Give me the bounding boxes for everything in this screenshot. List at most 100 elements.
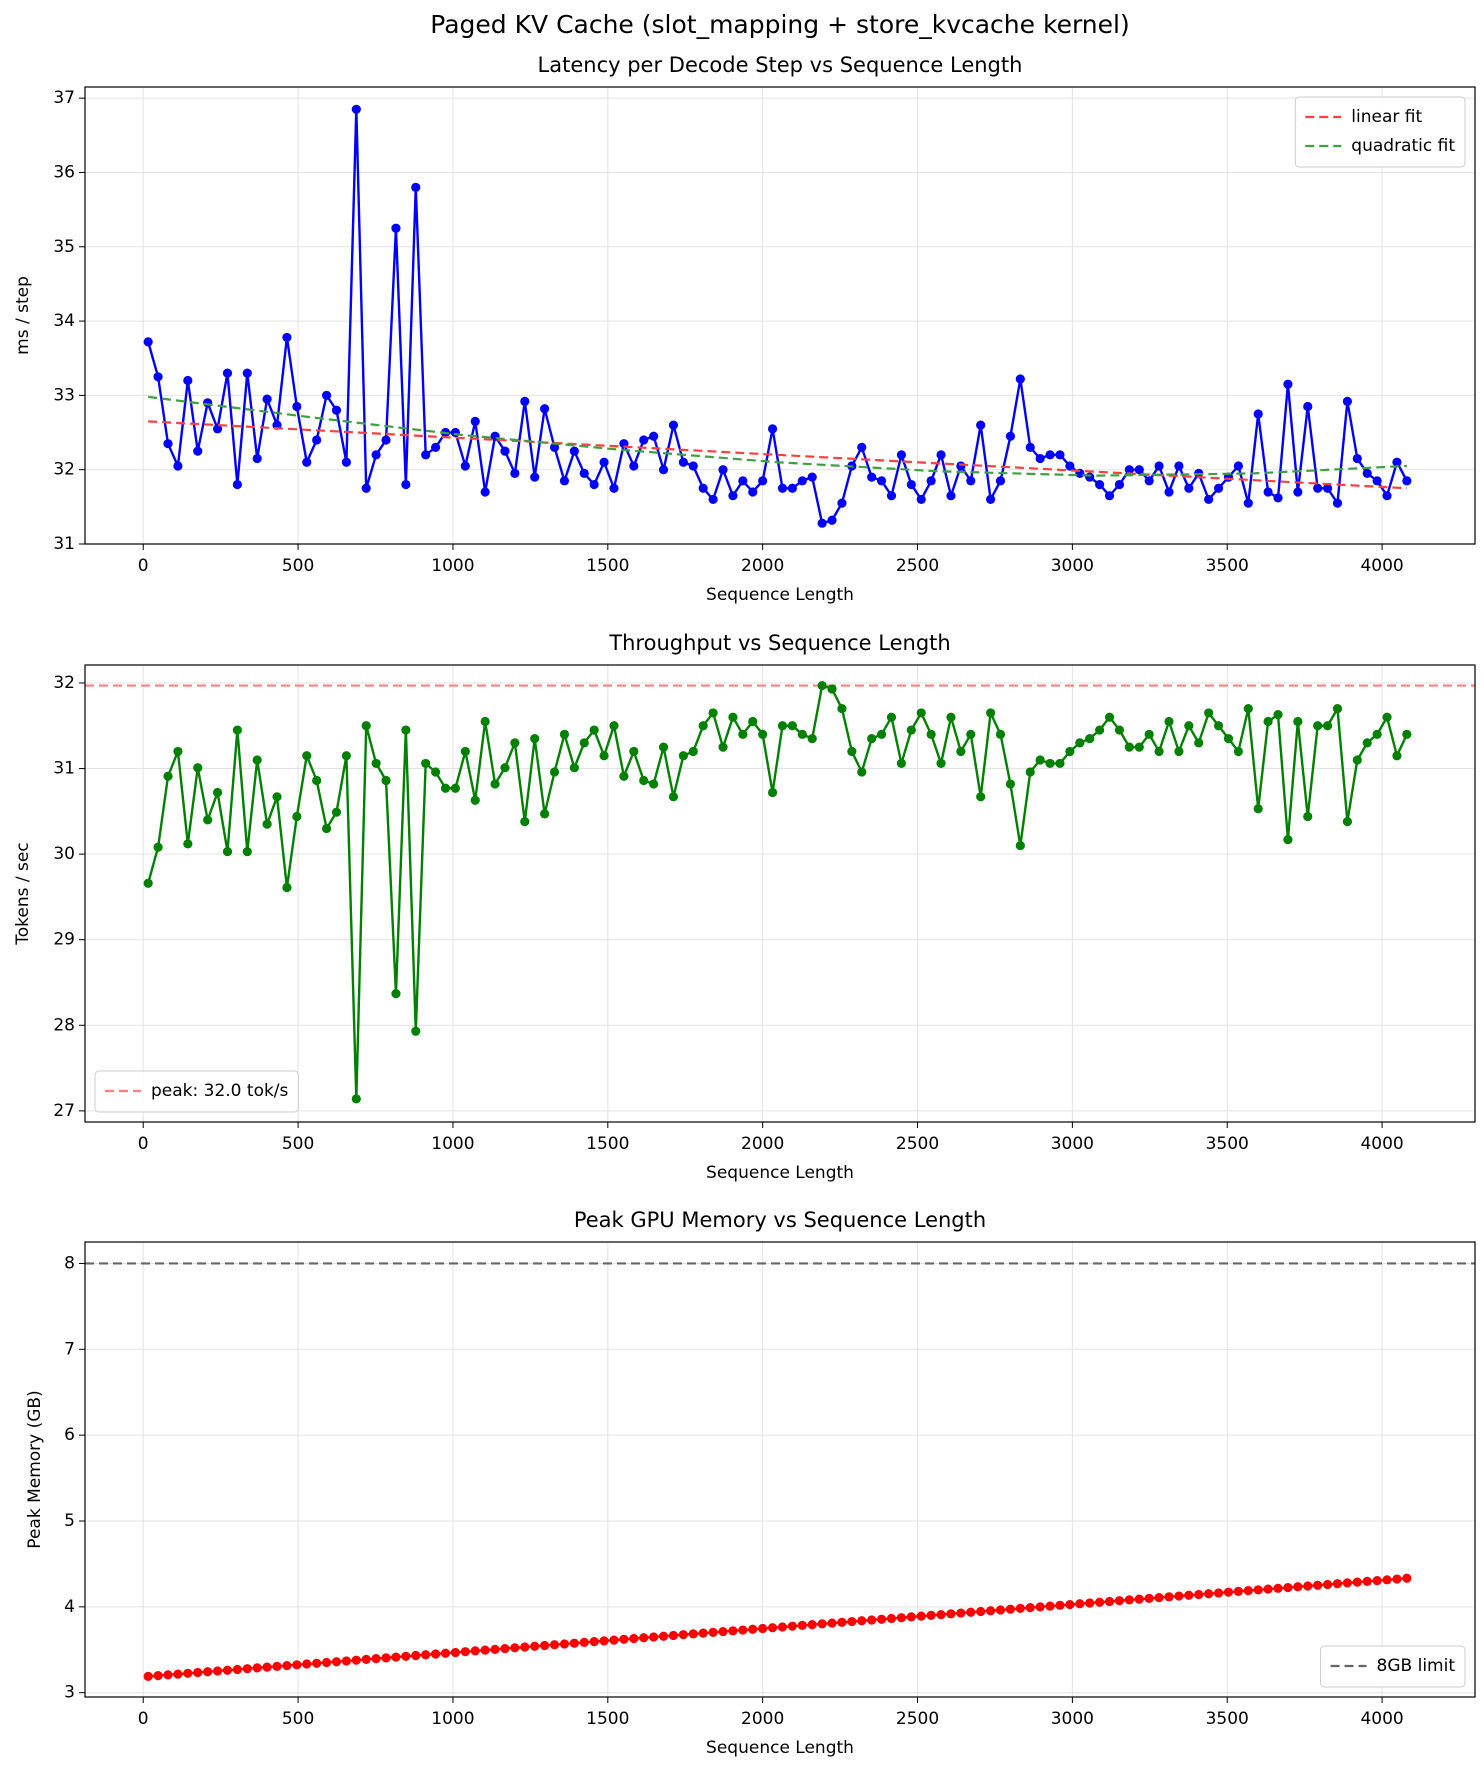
data-point <box>222 846 233 857</box>
data-point <box>976 1606 986 1617</box>
data-point <box>1342 396 1352 406</box>
data-point <box>1303 1581 1313 1591</box>
data-point <box>1293 1582 1303 1592</box>
data-point <box>827 684 837 694</box>
data-point <box>619 771 629 781</box>
legend: linear fit quadratic fit <box>1294 96 1466 168</box>
data-point <box>440 1648 451 1658</box>
data-point <box>1194 1589 1204 1600</box>
y-tick-label: 6 <box>64 1425 75 1445</box>
data-point <box>540 809 550 819</box>
data-point <box>926 1610 936 1620</box>
data-point <box>867 1615 877 1625</box>
data-point <box>1362 738 1372 748</box>
data-point <box>639 775 649 786</box>
data-point <box>1332 1579 1343 1589</box>
data-point <box>738 1625 748 1635</box>
data-point <box>371 450 381 460</box>
data-point <box>292 401 302 412</box>
data-point <box>540 1640 550 1651</box>
data-point <box>966 729 976 739</box>
data-point <box>609 483 619 493</box>
data-point <box>708 1627 718 1637</box>
data-point <box>1283 834 1293 845</box>
data-point <box>599 751 609 761</box>
data-point <box>510 738 520 748</box>
data-point <box>1075 738 1085 748</box>
data-point <box>1322 483 1333 493</box>
data-point <box>886 1613 897 1624</box>
data-point <box>738 476 748 486</box>
data-point <box>341 751 351 761</box>
axes-frame <box>84 1241 1476 1698</box>
data-point <box>946 491 956 501</box>
data-point <box>1313 483 1323 493</box>
data-point <box>1372 1575 1382 1586</box>
data-point <box>1382 1575 1392 1585</box>
data-point <box>1154 1592 1164 1603</box>
data-point <box>946 1609 956 1619</box>
data-point <box>609 721 619 731</box>
y-tick-label: 5 <box>64 1511 75 1531</box>
chart-title: Peak GPU Memory vs Sequence Length <box>574 1208 986 1232</box>
data-point <box>500 1643 510 1654</box>
data-point <box>936 450 946 460</box>
data-point <box>1005 431 1016 441</box>
legend-frame <box>1294 96 1466 168</box>
data-point <box>1045 450 1055 460</box>
data-point <box>391 1652 401 1662</box>
data-point <box>1164 1592 1174 1602</box>
data-point <box>1005 1604 1016 1614</box>
data-point <box>173 746 183 757</box>
data-point <box>668 1630 679 1641</box>
data-point <box>579 738 589 748</box>
data-point <box>351 1094 361 1104</box>
x-tick-label: 0 <box>138 1134 149 1154</box>
data-point <box>470 416 480 426</box>
data-point <box>629 1633 639 1644</box>
data-point <box>321 1657 332 1668</box>
data-point <box>391 223 401 233</box>
x-tick-label: 2000 <box>741 1134 784 1154</box>
data-point <box>986 1606 996 1616</box>
data-point <box>847 1616 857 1627</box>
data-point <box>1114 725 1125 735</box>
data-point <box>212 1666 223 1676</box>
data-point <box>1342 1578 1352 1588</box>
x-tick-label: 0 <box>138 1709 149 1729</box>
data-point <box>1263 487 1273 497</box>
data-point <box>837 498 847 508</box>
data-point <box>1273 493 1283 503</box>
data-point <box>312 1658 322 1668</box>
data-point <box>1055 1600 1065 1610</box>
data-point <box>549 442 560 452</box>
data-point <box>1104 491 1115 501</box>
x-axis-label: Sequence Length <box>706 1738 854 1758</box>
data-point <box>371 1654 381 1664</box>
data-point <box>381 775 391 786</box>
data-point <box>1372 476 1382 486</box>
data-point <box>1253 1585 1263 1595</box>
data-point <box>282 332 292 343</box>
data-point <box>351 104 361 114</box>
data-point <box>490 779 500 789</box>
data-point <box>1392 1574 1402 1584</box>
data-point <box>262 819 272 829</box>
data-point <box>1233 461 1243 471</box>
data-point <box>837 1617 847 1627</box>
data-point <box>748 1624 758 1634</box>
data-point <box>1144 729 1154 739</box>
y-axis-label: Tokens / sec <box>13 842 33 945</box>
data-point <box>698 483 708 493</box>
data-point <box>183 839 193 849</box>
x-tick-label: 2500 <box>896 1134 939 1154</box>
x-tick-label: 2500 <box>896 1709 939 1729</box>
data-point <box>530 1641 540 1651</box>
data-point <box>1392 457 1402 467</box>
data-point <box>222 368 233 378</box>
y-tick-label: 28 <box>53 1015 75 1035</box>
data-point <box>827 515 837 525</box>
data-point <box>222 1665 233 1675</box>
y-tick-label: 7 <box>64 1339 75 1359</box>
